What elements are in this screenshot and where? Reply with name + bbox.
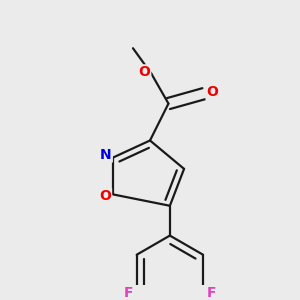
Text: O: O [206,85,218,99]
Text: O: O [99,189,111,203]
Text: F: F [124,286,134,300]
Text: N: N [100,148,112,162]
Text: F: F [206,286,216,300]
Text: O: O [138,65,150,80]
